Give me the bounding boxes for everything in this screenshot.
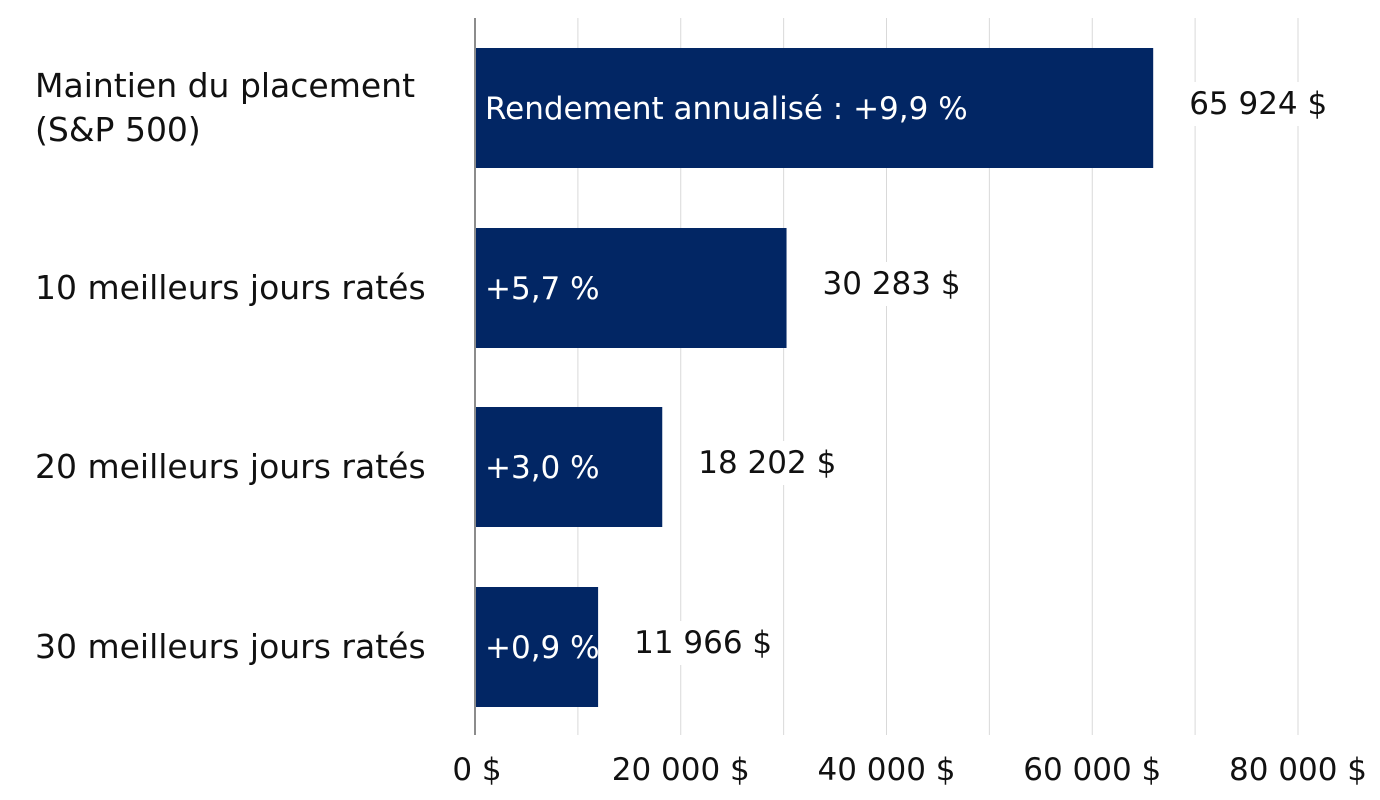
- category-label-line: (S&P 500): [35, 110, 201, 149]
- value-label-4: 11 966 $: [634, 625, 772, 661]
- x-tick-label: 20 000 $: [612, 752, 750, 788]
- bar-1: [475, 48, 1154, 168]
- category-label-line: Maintien du placement: [35, 66, 415, 105]
- bars: [475, 48, 1154, 707]
- return-label-4: +0,9 %: [485, 630, 600, 666]
- bar-3: [475, 407, 663, 527]
- labels: Rendement annualisé : +9,9 % 65 924 $ Main…: [35, 66, 1334, 666]
- return-label-3: +3,0 %: [485, 450, 600, 486]
- return-label-2: +5,7 %: [485, 271, 600, 307]
- x-tick-label: 40 000 $: [817, 752, 955, 788]
- x-axis: 0 $ 20 000 $ 40 000 $ 60 000 $ 80 000 $: [452, 18, 1367, 788]
- x-tick-label: 60 000 $: [1023, 752, 1161, 788]
- bar-2: [475, 228, 787, 348]
- value-label-bg: [816, 262, 967, 306]
- value-label-1: 65 924 $: [1189, 86, 1327, 122]
- value-label-bg: [692, 441, 843, 485]
- value-label-bg: [628, 621, 779, 665]
- category-label-2: 10 meilleurs jours ratés: [35, 268, 426, 307]
- bar-4: [475, 587, 599, 707]
- category-label-line: 20 meilleurs jours ratés: [35, 447, 426, 486]
- value-label-2: 30 283 $: [823, 266, 961, 302]
- x-tick-label: 0 $: [452, 752, 501, 788]
- category-label-4: 30 meilleurs jours ratés: [35, 627, 426, 666]
- category-label-line: 10 meilleurs jours ratés: [35, 268, 426, 307]
- value-label-bg: [1183, 82, 1334, 126]
- x-tick-label: 80 000 $: [1229, 752, 1367, 788]
- category-label-3: 20 meilleurs jours ratés: [35, 447, 426, 486]
- category-label-1: Maintien du placement (S&P 500): [35, 66, 415, 149]
- category-label-line: 30 meilleurs jours ratés: [35, 627, 426, 666]
- value-label-3: 18 202 $: [698, 445, 836, 481]
- return-label-1: Rendement annualisé : +9,9 %: [485, 91, 968, 127]
